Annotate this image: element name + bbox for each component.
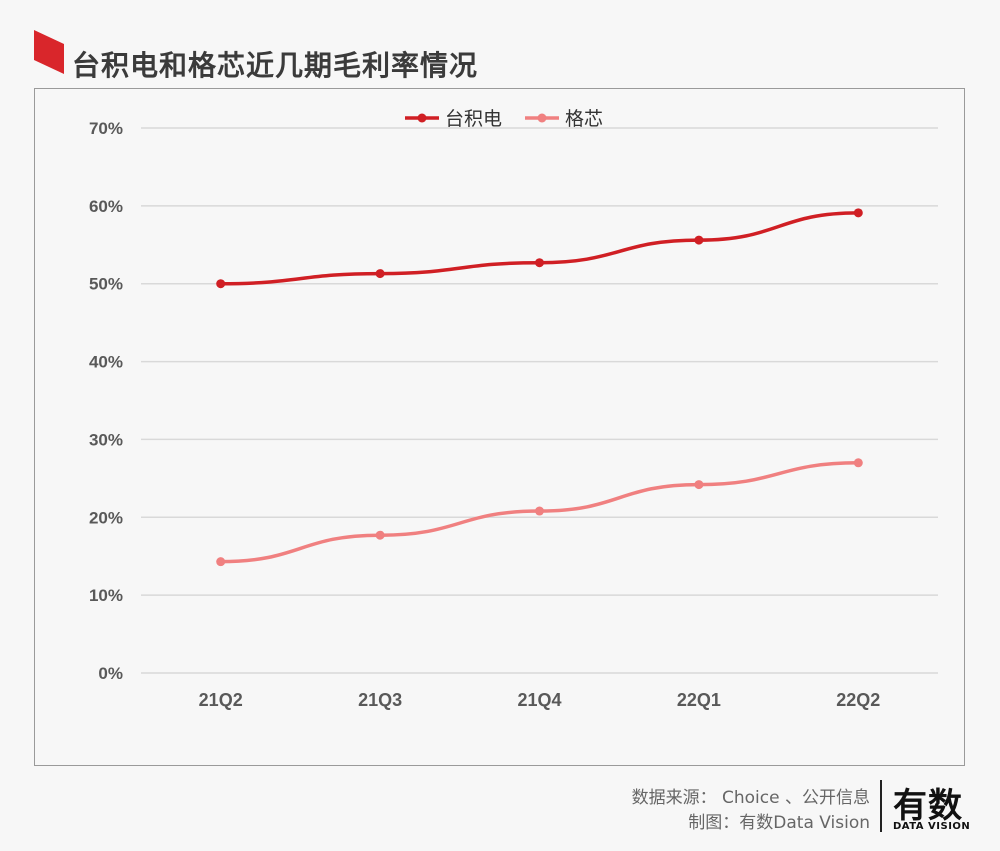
title-flag-icon: [34, 30, 64, 74]
chart-frame: 0% 10% 20% 30% 40% 50% 60% 70% 21Q2 21Q3 21Q4 22Q1 2…: [34, 88, 965, 766]
legend-swatch-marker: [537, 113, 547, 123]
y-tick-label: 40%: [89, 353, 123, 372]
series-point: [375, 269, 385, 279]
legend-swatch-marker: [417, 113, 427, 123]
x-tick-label: 21Q3: [358, 690, 402, 710]
y-tick-label: 60%: [89, 197, 123, 216]
y-tick-label: 70%: [89, 119, 123, 138]
series-point: [535, 506, 544, 516]
legend-label: 格芯: [565, 108, 603, 130]
series-point: [694, 235, 704, 245]
legend-label: 台积电: [445, 108, 502, 130]
x-tick-label: 22Q2: [836, 690, 880, 710]
source-line: 数据来源： Choice 、公开信息: [631, 788, 870, 808]
series-point: [216, 279, 226, 289]
logo-divider: [880, 780, 882, 832]
series-line-tsmc: [218, 211, 861, 286]
source-note: 数据来源： Choice 、公开信息 制图：有数Data Vision: [632, 786, 870, 836]
series-point: [694, 480, 704, 490]
page-title: 台积电和格芯近几期毛利率情况: [72, 49, 479, 82]
logo-cn: 有数: [893, 786, 963, 826]
x-tick-label: 21Q2: [199, 690, 243, 710]
y-tick-label: 0%: [98, 664, 123, 683]
gross-margin-chart: 0% 10% 20% 30% 40% 50% 60% 70% 21Q2 21Q3 21Q4 22Q1 2…: [89, 108, 938, 710]
series-point: [853, 208, 863, 218]
y-tick-label: 50%: [89, 275, 123, 294]
series-point: [375, 530, 385, 540]
series-point: [853, 458, 863, 468]
series-point: [535, 258, 544, 268]
y-tick-label: 20%: [89, 508, 123, 527]
x-tick-label: 21Q4: [517, 690, 561, 710]
logo-en: DATA VISION: [893, 821, 971, 832]
x-tick-label: 22Q1: [677, 690, 721, 710]
y-tick-label: 30%: [89, 430, 123, 449]
maker-line: 制图：有数Data Vision: [688, 813, 870, 833]
series-point: [216, 557, 226, 567]
y-tick-label: 10%: [89, 586, 123, 605]
